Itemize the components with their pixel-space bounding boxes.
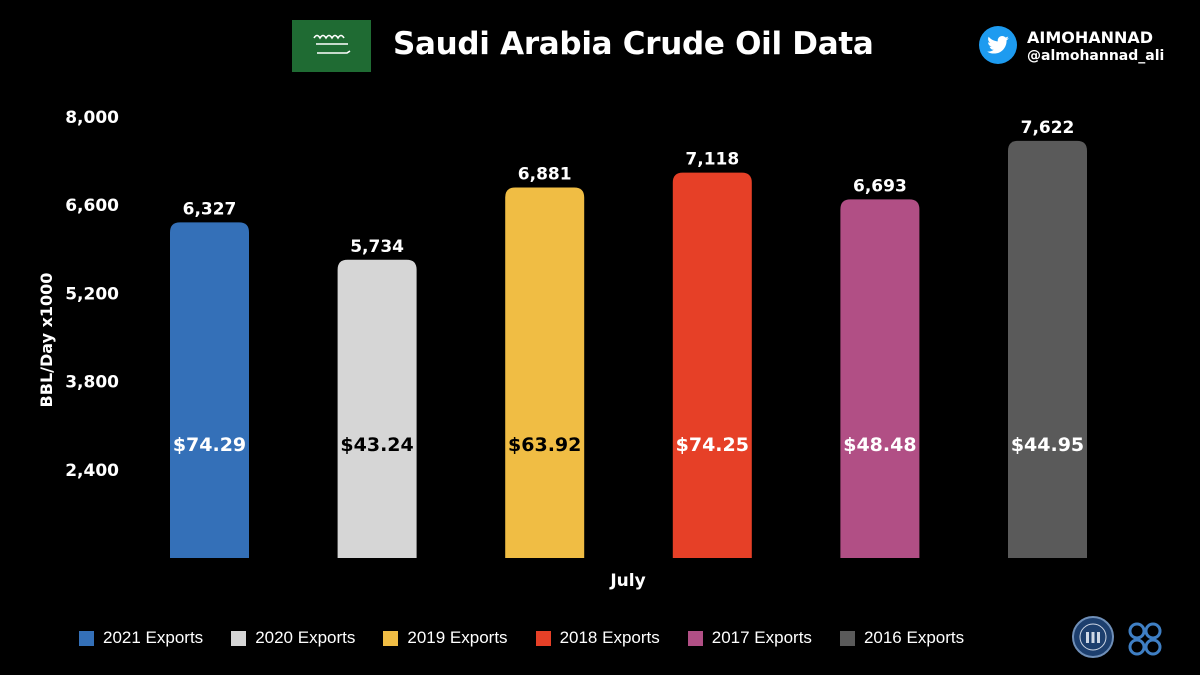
opec-seal-icon [1072, 616, 1114, 658]
legend-label: 2019 Exports [407, 628, 508, 647]
bar-value-label: 6,327 [183, 199, 237, 219]
legend-swatch [535, 630, 551, 646]
legend-swatch [383, 630, 399, 646]
legend-label: 2016 Exports [863, 628, 965, 647]
legend-swatch [687, 630, 703, 646]
bar [1008, 140, 1087, 558]
legend-item: 2016 Exports [839, 628, 965, 648]
bar-value-label: 6,881 [518, 164, 572, 184]
legend-swatch [839, 630, 855, 646]
bar-price-label: $43.24 [340, 434, 413, 456]
bar-value-label: 7,118 [685, 150, 739, 170]
legend-item: 2020 Exports [231, 628, 355, 648]
bar-price-label: $74.29 [173, 434, 246, 456]
page-title: Saudi Arabia Crude Oil Data [393, 26, 874, 62]
y-tick-label: 5,200 [65, 284, 119, 304]
y-tick-label: 8,000 [65, 108, 119, 128]
bar-price-label: $63.92 [508, 434, 581, 456]
chart-legend: 2021 Exports 2020 Exports 2019 Exports 2018… [79, 626, 964, 650]
y-tick-label: 2,400 [65, 461, 119, 481]
brand-handle: @almohannad_ali [1027, 48, 1165, 64]
twitter-icon[interactable] [979, 26, 1017, 64]
bar-value-label: 7,622 [1021, 118, 1075, 138]
bar-value-label: 6,693 [853, 176, 907, 196]
opec-logo-icon [1128, 622, 1162, 656]
legend-label: 2021 Exports [103, 628, 204, 647]
bar-price-label: $44.95 [1011, 434, 1084, 456]
legend-swatch [231, 630, 247, 646]
bar-price-label: $48.48 [843, 434, 916, 456]
x-axis-label: July [609, 571, 645, 591]
y-axis-label: BBL/Day x1000 [37, 273, 56, 408]
legend-swatch [79, 630, 94, 646]
bar [337, 259, 417, 558]
y-tick-label: 3,800 [65, 373, 119, 393]
legend-item: 2017 Exports [687, 628, 812, 648]
legend-label: 2017 Exports [711, 628, 812, 647]
bar [840, 199, 920, 558]
y-tick-label: 6,600 [65, 196, 119, 216]
bar [170, 222, 249, 559]
legend-item: 2019 Exports [383, 628, 508, 648]
brand-name: AIMOHANNAD [1027, 28, 1154, 47]
bar [672, 172, 752, 559]
legend-label: 2018 Exports [559, 628, 660, 647]
legend-item: 2021 Exports [79, 628, 203, 648]
bar-price-label: $74.25 [676, 434, 749, 456]
legend-item: 2018 Exports [535, 628, 660, 648]
legend-label: 2020 Exports [255, 628, 356, 647]
bar [505, 187, 585, 558]
bar-value-label: 5,734 [350, 237, 404, 257]
saudi-flag-icon [292, 20, 371, 72]
